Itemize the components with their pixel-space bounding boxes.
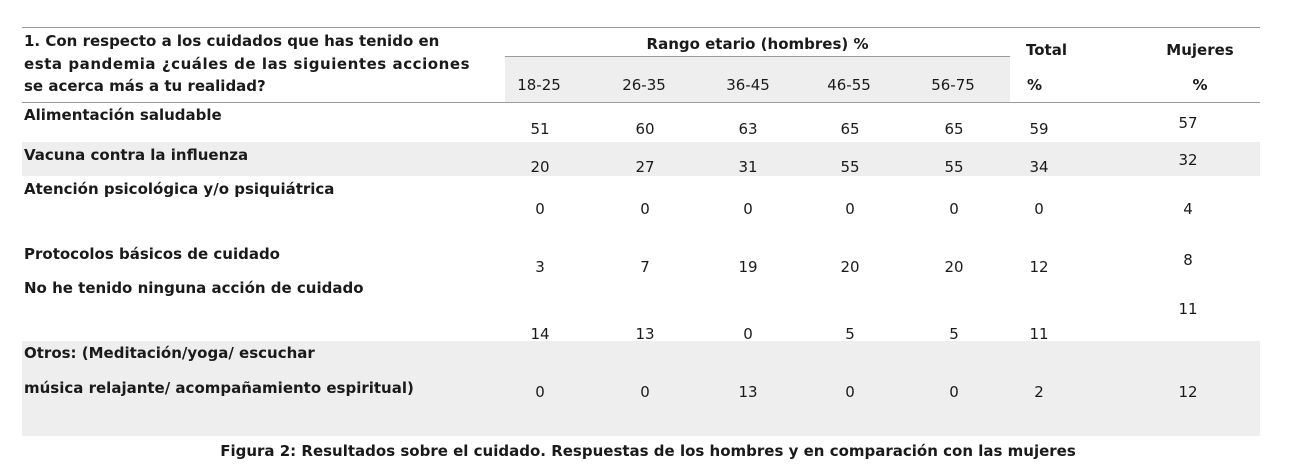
age-range-36-45: 36-45 — [726, 76, 770, 94]
cell-total: 2 — [1034, 383, 1044, 401]
cell-total: 0 — [1034, 200, 1044, 218]
cell-total: 12 — [1029, 258, 1049, 276]
row-shade-2 — [22, 142, 1260, 176]
cell-56-75: 20 — [944, 258, 964, 276]
cell-26-35: 0 — [640, 200, 650, 218]
cell-46-55: 65 — [840, 120, 860, 138]
cell-56-75: 0 — [949, 383, 959, 401]
cell-18-25: 0 — [535, 200, 545, 218]
cell-56-75: 5 — [949, 325, 959, 343]
cell-18-25: 14 — [530, 325, 550, 343]
row-label: Protocolos básicos de cuidado — [24, 245, 280, 263]
cell-26-35: 0 — [640, 383, 650, 401]
cell-46-55: 0 — [845, 383, 855, 401]
row-label: Vacuna contra la influenza — [24, 146, 249, 164]
cell-total: 11 — [1029, 325, 1049, 343]
cell-36-45: 0 — [743, 200, 753, 218]
age-range-46-55: 46-55 — [827, 76, 871, 94]
cell-women: 12 — [1178, 383, 1198, 401]
header-bottom-rule — [22, 102, 1260, 103]
row-label-continued: música relajante/ acompañamiento espirit… — [24, 379, 414, 397]
cell-26-35: 7 — [640, 258, 650, 276]
cell-18-25: 20 — [530, 158, 550, 176]
table-top-rule — [22, 27, 1260, 28]
row-label: No he tenido ninguna acción de cuidado — [24, 279, 364, 297]
age-range-56-75: 56-75 — [931, 76, 975, 94]
cell-36-45: 63 — [738, 120, 758, 138]
cell-total: 59 — [1029, 120, 1049, 138]
cell-women: 8 — [1183, 251, 1193, 269]
cell-26-35: 13 — [635, 325, 655, 343]
cell-women: 57 — [1178, 114, 1198, 132]
cell-36-45: 0 — [743, 325, 753, 343]
cell-46-55: 0 — [845, 200, 855, 218]
row-shade-6 — [22, 341, 1260, 436]
cell-18-25: 51 — [530, 120, 550, 138]
cell-26-35: 60 — [635, 120, 655, 138]
age-range-header-shade — [505, 56, 1010, 102]
cell-46-55: 55 — [840, 158, 860, 176]
women-header: Mujeres — [1166, 41, 1234, 59]
age-range-18-25: 18-25 — [517, 76, 561, 94]
cell-56-75: 65 — [944, 120, 964, 138]
cell-36-45: 31 — [738, 158, 758, 176]
cell-56-75: 55 — [944, 158, 964, 176]
question-line-2: esta pandemia ¿cuáles de las siguientes … — [24, 55, 471, 73]
cell-26-35: 27 — [635, 158, 655, 176]
women-unit: % — [1192, 76, 1208, 94]
cell-46-55: 20 — [840, 258, 860, 276]
cell-56-75: 0 — [949, 200, 959, 218]
cell-women: 32 — [1178, 151, 1198, 169]
cell-18-25: 3 — [535, 258, 545, 276]
cell-women: 4 — [1183, 200, 1193, 218]
cell-18-25: 0 — [535, 383, 545, 401]
question-line-1: 1. Con respecto a los cuidados que has t… — [24, 32, 440, 50]
question-line-3: se acerca más a tu realidad? — [24, 77, 266, 95]
total-unit: % — [1027, 76, 1043, 94]
figure-caption: Figura 2: Resultados sobre el cuidado. R… — [220, 442, 1076, 460]
row-label: Alimentación saludable — [24, 106, 222, 124]
cell-36-45: 13 — [738, 383, 758, 401]
group-header: Rango etario (hombres) % — [646, 35, 869, 53]
cell-36-45: 19 — [738, 258, 758, 276]
row-label: Atención psicológica y/o psiquiátrica — [24, 180, 335, 198]
cell-women: 11 — [1178, 300, 1198, 318]
age-range-26-35: 26-35 — [622, 76, 666, 94]
row-label: Otros: (Meditación/yoga/ escuchar — [24, 344, 315, 362]
total-header: Total — [1026, 41, 1067, 59]
group-header-rule — [505, 56, 1010, 57]
cell-total: 34 — [1029, 158, 1049, 176]
cell-46-55: 5 — [845, 325, 855, 343]
